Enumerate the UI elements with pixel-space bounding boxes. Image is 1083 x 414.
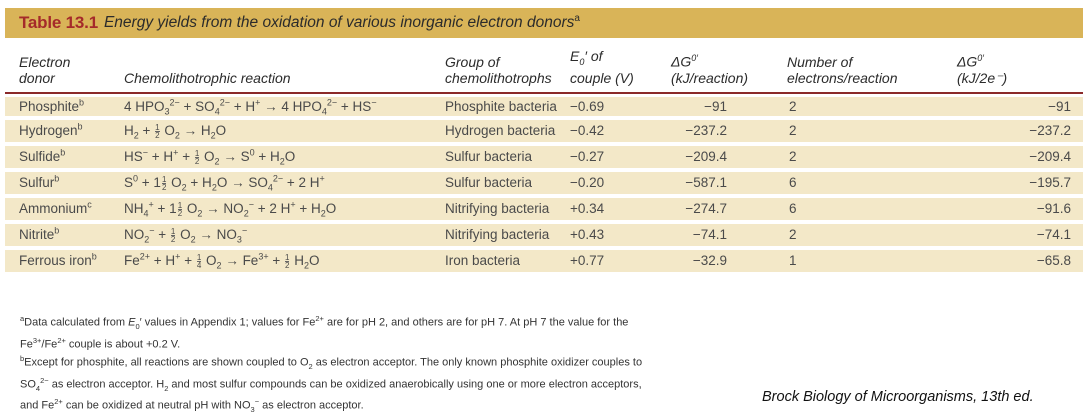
cell-dg2e: −91 bbox=[957, 93, 1083, 120]
col-header-e0: E0′ of couple (V) bbox=[570, 48, 671, 94]
cell-dg2e: −237.2 bbox=[957, 119, 1083, 146]
cell-dg: −209.4 bbox=[671, 145, 787, 172]
donor-text: Sulfide bbox=[19, 149, 61, 165]
cell-dg: −237.2 bbox=[671, 119, 787, 146]
donor-text: Nitrite bbox=[19, 227, 55, 243]
footnote-mark: b bbox=[60, 147, 66, 158]
cell-donor: Ferrous ironb bbox=[5, 249, 124, 276]
cell-group: Nitrifying bacteria bbox=[445, 223, 570, 250]
header-line: Electron bbox=[19, 53, 71, 70]
cell-electrons: 2 bbox=[787, 119, 957, 146]
footnote-a: aData calculated from E0′ values in Appe… bbox=[20, 314, 629, 351]
cell-dg2e: −91.6 bbox=[957, 197, 1083, 224]
cell-group: Hydrogen bacteria bbox=[445, 119, 570, 146]
table-row-phosphite: Phosphiteb 4 HPO32− + SO42− + H+ → 4 HPO… bbox=[5, 93, 1083, 120]
donor-text: Ammonium bbox=[19, 201, 88, 217]
header-line: (kJ/reaction) bbox=[671, 69, 749, 86]
cell-dg: −91 bbox=[671, 93, 787, 120]
cell-group: Nitrifying bacteria bbox=[445, 197, 570, 224]
cell-dg: −32.9 bbox=[671, 249, 787, 276]
cell-e0: −0.42 bbox=[570, 119, 671, 146]
energy-yields-table: Electron donor Chemolithotrophic reaction… bbox=[5, 48, 1083, 276]
table-caption: Energy yields from the oxidation of vari… bbox=[104, 13, 580, 32]
header-line: couple (V) bbox=[570, 69, 634, 86]
header-row: Electron donor Chemolithotrophic reaction… bbox=[5, 48, 1083, 94]
cell-group: Iron bacteria bbox=[445, 249, 570, 276]
header-line: Chemolithotrophic reaction bbox=[124, 69, 291, 86]
col-header-reaction: Chemolithotrophic reaction bbox=[124, 48, 445, 94]
cell-electrons: 2 bbox=[787, 223, 957, 250]
cell-donor: Sulfurb bbox=[5, 171, 124, 198]
cell-dg2e: −195.7 bbox=[957, 171, 1083, 198]
footnote-mark: b bbox=[54, 173, 60, 184]
cell-electrons: 6 bbox=[787, 171, 957, 198]
cell-e0: +0.34 bbox=[570, 197, 671, 224]
cell-reaction: 4 HPO32− + SO42− + H+ → 4 HPO42− + HS− bbox=[124, 93, 445, 120]
table-title-bar: Table 13.1 Energy yields from the oxidat… bbox=[5, 8, 1083, 38]
cell-donor: Hydrogenb bbox=[5, 119, 124, 146]
cell-dg2e: −209.4 bbox=[957, 145, 1083, 172]
col-header-electron-donor: Electron donor bbox=[5, 48, 124, 94]
cell-donor: Nitriteb bbox=[5, 223, 124, 250]
header-line: electrons/reaction bbox=[787, 69, 898, 86]
cell-electrons: 1 bbox=[787, 249, 957, 276]
cell-donor: Ammoniumc bbox=[5, 197, 124, 224]
cell-dg: −587.1 bbox=[671, 171, 787, 198]
cell-electrons: 2 bbox=[787, 145, 957, 172]
col-header-dg-reaction: ΔG0′ (kJ/reaction) bbox=[671, 48, 787, 94]
footnote-mark: b bbox=[77, 121, 83, 132]
cell-e0: +0.43 bbox=[570, 223, 671, 250]
cell-dg2e: −74.1 bbox=[957, 223, 1083, 250]
cell-electrons: 6 bbox=[787, 197, 957, 224]
header-line: (kJ/2e⁻) bbox=[957, 69, 1008, 86]
donor-text: Sulfur bbox=[19, 175, 55, 191]
source-citation: Brock Biology of Microorganisms, 13th ed… bbox=[762, 389, 1034, 405]
caption-footnote-mark: a bbox=[574, 13, 580, 25]
cell-donor: Phosphiteb bbox=[5, 93, 124, 120]
footnote-mark: c bbox=[87, 199, 92, 210]
cell-electrons: 2 bbox=[787, 93, 957, 120]
donor-text: Phosphite bbox=[19, 98, 80, 114]
col-header-dg-2e: ΔG0′ (kJ/2e⁻) bbox=[957, 48, 1083, 94]
table-footnotes: aData calculated from E0′ values in Appe… bbox=[20, 312, 780, 414]
donor-text: Ferrous iron bbox=[19, 253, 92, 269]
caption-text: Energy yields from the oxidation of vari… bbox=[103, 14, 575, 32]
cell-group: Sulfur bacteria bbox=[445, 145, 570, 172]
cell-group: Phosphite bacteria bbox=[445, 93, 570, 120]
cell-e0: +0.77 bbox=[570, 249, 671, 276]
header-line: Number of bbox=[787, 53, 853, 70]
header-line: Group of bbox=[445, 53, 500, 70]
header-line: chemolithotrophs bbox=[445, 69, 552, 86]
footnote-mark: b bbox=[54, 225, 60, 236]
footnote-mark: b bbox=[79, 97, 85, 108]
footnote-mark: b bbox=[91, 251, 97, 262]
cell-e0: −0.27 bbox=[570, 145, 671, 172]
col-header-group: Group of chemolithotrophs bbox=[445, 48, 570, 94]
cell-group: Sulfur bacteria bbox=[445, 171, 570, 198]
cell-dg: −274.7 bbox=[671, 197, 787, 224]
donor-text: Hydrogen bbox=[19, 123, 78, 139]
cell-dg: −74.1 bbox=[671, 223, 787, 250]
cell-donor: Sulfideb bbox=[5, 145, 124, 172]
cell-e0: −0.20 bbox=[570, 171, 671, 198]
col-header-electrons: Number of electrons/reaction bbox=[787, 48, 957, 94]
header-line: donor bbox=[19, 69, 55, 86]
cell-dg2e: −65.8 bbox=[957, 249, 1083, 276]
table-number: Table 13.1 bbox=[19, 13, 98, 32]
cell-e0: −0.69 bbox=[570, 93, 671, 120]
footnote-b: bExcept for phosphite, all reactions are… bbox=[20, 354, 643, 414]
